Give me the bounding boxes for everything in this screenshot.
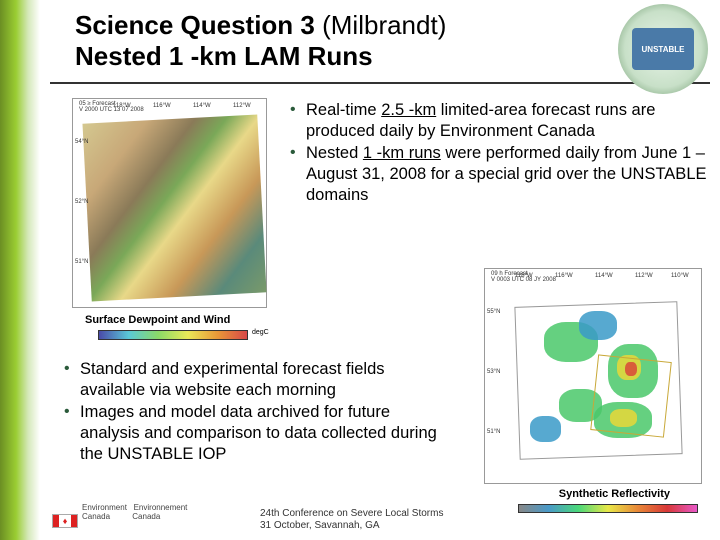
bullet-item: Nested 1 -km runs were performed daily f… bbox=[288, 143, 712, 205]
map1-ytick: 52°N bbox=[75, 199, 88, 205]
map1-caption: Surface Dewpoint and Wind bbox=[85, 314, 230, 326]
bullet-text: Images and model data archived for futur… bbox=[80, 403, 437, 462]
side-gradient bbox=[0, 0, 40, 540]
title-divider bbox=[50, 82, 710, 84]
bullet-text: Real-time bbox=[306, 101, 381, 119]
title-main: Science Question 3 bbox=[75, 10, 315, 40]
agency-fr2: Canada bbox=[132, 512, 160, 521]
title-line2: Nested 1 -km LAM Runs bbox=[75, 41, 610, 72]
map1-ytick: 51°N bbox=[75, 259, 88, 265]
map1-canvas bbox=[82, 115, 266, 302]
bullet-text: Nested bbox=[306, 144, 363, 162]
map1-ytick: 54°N bbox=[75, 139, 88, 145]
title-paren: (Milbrandt) bbox=[322, 10, 446, 40]
agency-en2: Canada bbox=[82, 512, 110, 521]
map2-ytick: 51°N bbox=[487, 429, 500, 435]
reflectivity-blob bbox=[579, 311, 618, 340]
bullet-text: Standard and experimental forecast field… bbox=[80, 360, 385, 399]
map2-colorbar bbox=[518, 504, 698, 513]
map2-xtick: 110°W bbox=[671, 273, 689, 279]
map2-xtick: 112°W bbox=[635, 273, 653, 279]
map2-ytick: 53°N bbox=[487, 369, 500, 375]
map-dewpoint: 05 ≥ Forecast V 2000 UTC 13 07 2008 118°… bbox=[72, 98, 267, 308]
bullet-item: Standard and experimental forecast field… bbox=[62, 359, 447, 400]
bullet-underline: 2.5 -km bbox=[381, 101, 436, 119]
map1-header: 05 ≥ Forecast V 2000 UTC 13 07 2008 bbox=[79, 101, 144, 113]
bullet-item: Real-time 2.5 -km limited-area forecast … bbox=[288, 100, 712, 141]
logo-text: UNSTABLE bbox=[642, 45, 685, 54]
map2-xtick: 116°W bbox=[555, 273, 573, 279]
reflectivity-blob bbox=[530, 416, 561, 441]
bullet-item: Images and model data archived for futur… bbox=[62, 402, 447, 464]
map1-colorbar-label: degC bbox=[252, 329, 269, 336]
map2-caption: Synthetic Reflectivity bbox=[559, 488, 670, 500]
canada-flag-icon: ♦ bbox=[52, 514, 78, 528]
conf-line2: 31 October, Savannah, GA bbox=[260, 520, 443, 532]
map1-xtick: 118°W bbox=[113, 103, 131, 109]
logo-badge: UNSTABLE bbox=[632, 28, 694, 70]
map1-xtick: 112°W bbox=[233, 103, 251, 109]
map1-colorbar bbox=[98, 330, 248, 340]
map2-highlight-polygon bbox=[590, 355, 671, 439]
map2-xtick: 118°W bbox=[515, 273, 533, 279]
slide-title: Science Question 3 (Milbrandt) Nested 1 … bbox=[75, 10, 610, 72]
conf-line1: 24th Conference on Severe Local Storms bbox=[260, 508, 443, 520]
footer-conference: 24th Conference on Severe Local Storms 3… bbox=[260, 508, 443, 532]
map1-xtick: 116°W bbox=[153, 103, 171, 109]
unstable-logo: UNSTABLE bbox=[618, 4, 708, 94]
map1-header-line2: V 2000 UTC 13 07 2008 bbox=[79, 107, 144, 113]
bullets-bottom: Standard and experimental forecast field… bbox=[62, 359, 447, 466]
agency-fr: Environnement bbox=[134, 503, 188, 512]
map2-ytick: 55°N bbox=[487, 309, 500, 315]
bullet-underline: 1 -km runs bbox=[363, 144, 441, 162]
bullets-top: Real-time 2.5 -km limited-area forecast … bbox=[288, 100, 712, 207]
footer-agency: Environment Environnement Canada Canada bbox=[82, 504, 187, 522]
agency-en: Environment bbox=[82, 503, 127, 512]
map1-xtick: 114°W bbox=[193, 103, 211, 109]
map2-canvas bbox=[501, 289, 695, 471]
map2-xtick: 114°W bbox=[595, 273, 613, 279]
map-reflectivity: 09 h Forecast V 0003 UTC 08 JY 2008 118°… bbox=[484, 268, 702, 484]
